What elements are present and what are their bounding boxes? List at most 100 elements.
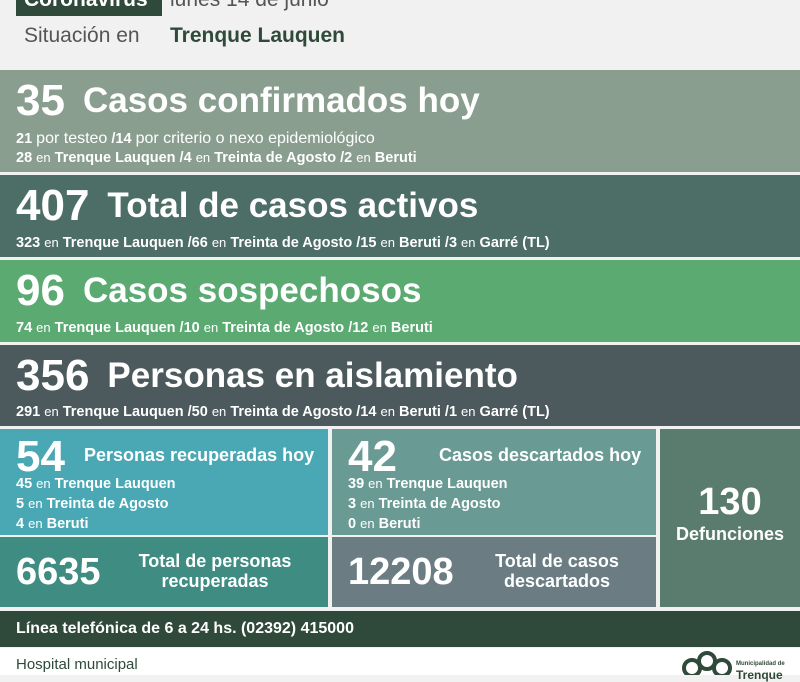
value: 10 [183, 320, 200, 336]
phone: Línea telefónica de 6 a 24 hs. (02392) 4… [16, 620, 354, 637]
text: por testeo [36, 130, 108, 147]
connector: en [461, 235, 476, 250]
title: Personas en aislamiento [107, 356, 518, 395]
value: 45 [16, 476, 33, 492]
separator: / [179, 320, 184, 336]
separator: / [356, 235, 361, 251]
connector: en [36, 476, 51, 491]
value: 21 [16, 131, 33, 147]
number: 35 [16, 76, 65, 125]
number: 42 [348, 432, 397, 481]
total-label: Total de personas recuperadas [138, 551, 292, 591]
value: 291 [16, 404, 41, 420]
connector: en [211, 404, 227, 419]
number: 356 [16, 351, 90, 400]
total-label: Total de casos descartados [495, 551, 619, 591]
title: Casos confirmados hoy [82, 81, 480, 120]
logo-name: Trenque [736, 668, 783, 682]
value: 4 [183, 150, 192, 166]
separator: / [187, 404, 192, 420]
deaths: 130 Defunciones [660, 429, 800, 607]
connector: en [380, 404, 395, 419]
connector: en [36, 320, 51, 335]
item: 5 en Treinta de Agosto [16, 494, 176, 514]
value: 1 [448, 404, 458, 420]
badge: Coronavirus [24, 0, 148, 12]
connector: en [360, 496, 375, 511]
footer: Hospital municipal Municipalidad de Tren… [0, 648, 800, 682]
place: Garré (TL) [479, 235, 550, 251]
value: 14 [115, 131, 132, 147]
date: lunes 14 de junio [170, 0, 329, 12]
separator: / [340, 150, 345, 166]
item: 0 en Beruti [348, 514, 508, 534]
connector: en [360, 516, 375, 531]
discarded-total: 12208 Total de casos descartados [332, 537, 656, 607]
location: Trenque Lauquen [170, 24, 346, 47]
place: Beruti [398, 235, 441, 251]
connector: en [44, 404, 59, 419]
place: Treinta de Agosto [214, 150, 337, 166]
item: 3 en Treinta de Agosto [348, 494, 508, 514]
separator: / [187, 235, 192, 251]
place: Beruti [390, 320, 433, 336]
value: 14 [360, 404, 377, 420]
logo-top: Municipalidad de [736, 661, 785, 667]
detail-line: 21 por testeo /14 por criterio o nexo ep… [16, 130, 375, 148]
text: por criterio o nexo epidemiológico [135, 130, 375, 147]
total: 6635 [16, 551, 101, 593]
recovered-today: 54 Personas recuperadas hoy 45 en Trenqu… [0, 429, 328, 535]
separator: / [444, 404, 449, 420]
detail-line: 74 en Trenque Lauquen /10 en Treinta de … [16, 320, 433, 336]
value: 3 [348, 496, 357, 512]
item: 4 en Beruti [16, 514, 176, 534]
value: 12 [352, 320, 369, 336]
place: Trenque Lauquen [62, 404, 184, 420]
detail-line: 28 en Trenque Lauquen /4 en Treinta de A… [16, 150, 417, 166]
place: Trenque Lauquen [54, 476, 176, 492]
connector: en [44, 235, 59, 250]
value: 323 [16, 235, 41, 251]
value: 4 [16, 516, 25, 532]
value: 66 [191, 235, 208, 251]
place: Treinta de Agosto [46, 496, 169, 512]
value: 0 [348, 516, 357, 532]
section: 407 Total de casos activos 323 en Trenque … [0, 175, 800, 257]
item: 45 en Trenque Lauquen [16, 474, 176, 494]
separator: / [111, 131, 116, 147]
number: 96 [16, 266, 65, 315]
connector: en [211, 235, 227, 250]
connector: en [203, 320, 219, 335]
section: 356 Personas en aislamiento 291 en Trenque… [0, 345, 800, 426]
connector: en [380, 235, 395, 250]
title: Total de casos activos [107, 186, 479, 225]
place: Trenque Lauquen [62, 235, 184, 251]
number: 54 [16, 432, 65, 481]
place: Trenque Lauquen [386, 476, 508, 492]
place: Trenque Lauquen [54, 150, 176, 166]
detail-line: 323 en Trenque Lauquen /66 en Treinta de… [16, 235, 550, 251]
connector: en [195, 150, 211, 165]
number: 407 [16, 181, 90, 230]
value: 3 [448, 235, 458, 251]
separator: / [356, 404, 361, 420]
value: 50 [191, 404, 208, 420]
connector: en [356, 150, 371, 165]
place: Garré (TL) [479, 404, 550, 420]
item: 39 en Trenque Lauquen [348, 474, 508, 494]
connector: en [28, 516, 43, 531]
connector: en [461, 404, 476, 419]
place: Treinta de Agosto [222, 320, 345, 336]
connector: en [368, 476, 383, 491]
label: Defunciones [675, 524, 785, 544]
title: Casos descartados hoy [439, 445, 642, 465]
value: 39 [348, 476, 365, 492]
place: Treinta de Agosto [230, 235, 353, 251]
connector: en [28, 496, 43, 511]
place: Beruti [46, 516, 89, 532]
number: 130 [698, 481, 762, 523]
logo-icon [682, 651, 732, 675]
place: Beruti [374, 150, 417, 166]
title: Personas recuperadas hoy [84, 445, 315, 465]
badge-bg [16, 0, 162, 16]
